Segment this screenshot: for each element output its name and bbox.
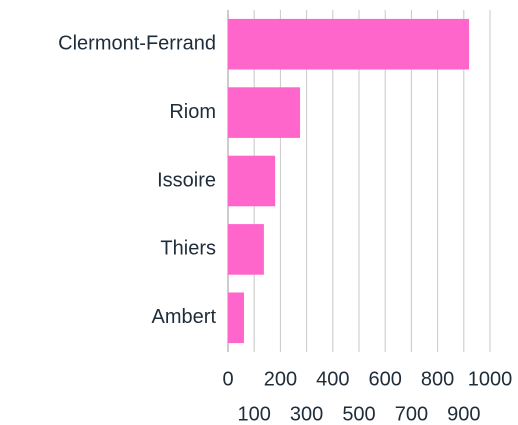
x-tick-label: 100 [238, 403, 271, 425]
y-tick-label: Clermont-Ferrand [58, 32, 216, 54]
x-tick-label: 300 [290, 403, 323, 425]
bar [228, 292, 244, 344]
y-tick-label: Ambert [152, 306, 217, 328]
y-tick-label: Riom [169, 101, 216, 123]
x-tick-label: 500 [342, 403, 375, 425]
bar [228, 224, 264, 275]
x-tick-label: 1000 [468, 368, 513, 390]
x-tick-label: 900 [447, 403, 480, 425]
x-tick-label: 400 [316, 368, 349, 390]
y-tick-label: Issoire [157, 169, 216, 191]
x-tick-label: 600 [369, 368, 402, 390]
y-tick-label: Thiers [160, 238, 216, 260]
x-tick-label: 0 [222, 368, 233, 390]
x-tick-label: 700 [395, 403, 428, 425]
bar [228, 18, 470, 70]
bar [228, 155, 276, 207]
x-tick-label: 800 [421, 368, 454, 390]
bar [228, 87, 301, 138]
x-tick-label: 200 [264, 368, 297, 390]
